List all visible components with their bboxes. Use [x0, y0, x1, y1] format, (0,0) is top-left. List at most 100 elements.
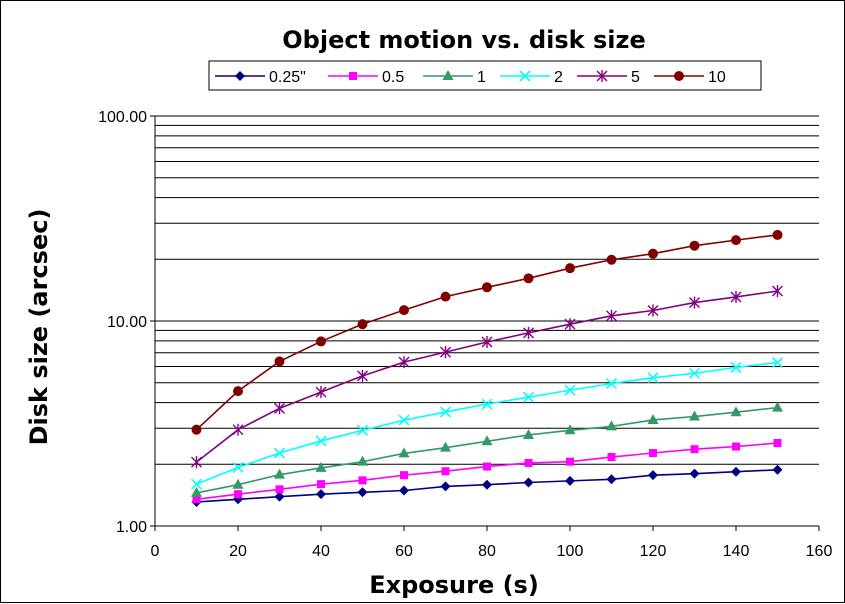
point-x	[730, 361, 742, 373]
point-square	[732, 442, 740, 451]
point-x	[190, 478, 203, 490]
point-diamond	[565, 475, 575, 486]
point-triangle	[730, 406, 742, 417]
legend-item: 2	[500, 69, 563, 86]
y-tick-label: 10.00	[107, 314, 147, 331]
point-circle	[606, 254, 617, 265]
point-circle	[565, 263, 575, 274]
point-x	[439, 406, 452, 418]
point-square	[690, 445, 699, 454]
point-x	[647, 372, 659, 384]
x-tick-label: 100	[557, 543, 584, 560]
point-circle	[523, 273, 534, 284]
y-tick-label: 1.00	[116, 519, 147, 536]
point-x	[688, 367, 701, 379]
point-square	[358, 476, 367, 485]
point-diamond	[731, 466, 741, 477]
point-circle	[440, 291, 451, 302]
point-x	[356, 424, 369, 436]
series-square	[192, 439, 782, 504]
point-square	[566, 457, 574, 466]
x-tick-label: 160	[806, 543, 833, 560]
point-circle	[233, 386, 243, 397]
point-diamond	[772, 464, 783, 475]
point-star	[689, 296, 700, 309]
point-diamond	[689, 468, 700, 479]
point-star	[596, 70, 608, 82]
point-star	[315, 386, 327, 399]
legend-label: 0.5	[382, 69, 404, 86]
point-x	[232, 461, 244, 474]
point-star	[398, 356, 410, 369]
point-star	[647, 304, 659, 317]
series-star	[191, 285, 783, 469]
point-star	[481, 335, 493, 348]
point-star	[564, 318, 576, 331]
point-diamond	[357, 487, 368, 498]
point-triangle	[232, 478, 244, 489]
point-square	[483, 462, 491, 471]
series-x	[190, 356, 784, 490]
point-circle	[274, 356, 285, 367]
point-square	[400, 471, 408, 480]
point-diamond	[274, 491, 285, 502]
point-x	[564, 384, 576, 396]
point-triangle	[689, 410, 700, 421]
point-circle	[648, 248, 658, 259]
legend-item: 1	[423, 69, 486, 86]
point-triangle	[564, 424, 576, 435]
point-star	[523, 326, 534, 339]
point-circle	[482, 282, 492, 293]
point-triangle	[274, 468, 285, 479]
point-triangle	[523, 428, 534, 439]
point-square	[349, 72, 357, 80]
point-star	[232, 423, 244, 436]
point-square	[192, 495, 201, 504]
legend-item: 5	[577, 69, 640, 86]
point-x	[315, 435, 327, 447]
point-square	[607, 453, 616, 462]
series-layer	[190, 229, 784, 507]
point-star	[191, 456, 202, 469]
point-triangle	[606, 420, 617, 431]
point-diamond	[316, 489, 326, 500]
point-circle	[731, 235, 741, 246]
x-axis-ticks: 0 20 40 60 80 100 120 140 160	[151, 526, 833, 560]
point-circle	[316, 336, 326, 347]
y-axis-title: Disk size (arcsec)	[25, 209, 53, 446]
point-square	[441, 467, 450, 476]
point-triangle	[398, 447, 410, 458]
x-tick-label: 20	[229, 543, 247, 560]
point-triangle	[440, 441, 451, 452]
point-triangle	[315, 461, 327, 472]
point-star	[606, 309, 617, 322]
legend-item: 0.5	[328, 69, 404, 86]
legend-label: 10	[708, 69, 726, 86]
point-x	[398, 414, 410, 426]
point-square	[773, 439, 782, 448]
y-tick-label: 100.00	[98, 109, 147, 126]
legend-label: 5	[631, 69, 640, 86]
point-triangle	[357, 455, 368, 466]
point-circle	[357, 319, 368, 330]
point-square	[649, 449, 657, 458]
point-diamond	[482, 479, 492, 490]
point-x	[522, 391, 535, 403]
point-x	[771, 356, 784, 369]
point-circle	[191, 424, 202, 435]
x-tick-label: 140	[723, 543, 750, 560]
point-circle	[399, 305, 409, 316]
point-x	[605, 378, 618, 390]
chart-title: Object motion vs. disk size	[282, 26, 645, 54]
point-x	[273, 447, 286, 459]
point-triangle	[772, 401, 783, 412]
x-axis-title: Exposure (s)	[369, 571, 539, 599]
point-diamond	[648, 470, 658, 481]
point-diamond	[606, 474, 617, 485]
x-tick-label: 80	[478, 543, 496, 560]
legend: 0.25" 0.5 1 2 5 10	[208, 60, 762, 91]
x-tick-label: 120	[640, 543, 667, 560]
point-star	[357, 369, 368, 382]
